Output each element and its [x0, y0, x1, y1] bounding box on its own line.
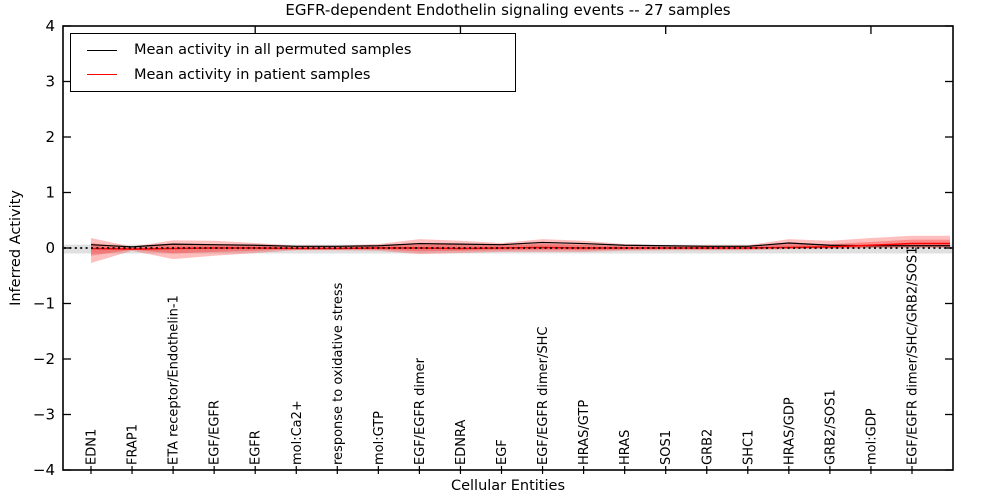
- y-tick-label: −1: [33, 295, 55, 313]
- x-tick-label: SHC1: [741, 430, 756, 465]
- x-tick-label: HRAS/GTP: [577, 400, 592, 465]
- legend-entry-patient: Mean activity in patient samples: [87, 66, 511, 83]
- x-tick-label: GRB2/SOS1: [823, 389, 838, 465]
- x-tick-label: EDN1: [85, 429, 100, 465]
- patient-line-sample-icon: [87, 74, 117, 76]
- y-tick-label: 2: [45, 128, 55, 146]
- x-tick-label: EGF/EGFR dimer/SHC/GRB2/SOS1: [906, 247, 921, 466]
- chart-title: EGFR-dependent Endothelin signaling even…: [285, 1, 731, 19]
- x-tick-label: response to oxidative stress: [331, 282, 346, 465]
- x-tick-label: mol:GDP: [864, 408, 879, 465]
- x-tick-label: HRAS/GDP: [782, 397, 797, 465]
- x-tick-label: FRAP1: [126, 424, 141, 465]
- y-tick-label: −2: [33, 350, 55, 368]
- x-tick-label: SOS1: [659, 430, 674, 465]
- legend: Mean activity in all permuted samples Me…: [70, 33, 516, 92]
- x-tick-label: GRB2: [700, 429, 715, 465]
- x-tick-label: EGF/EGFR dimer/SHC: [536, 327, 551, 465]
- legend-label-permuted: Mean activity in all permuted samples: [134, 42, 412, 58]
- y-tick-label: −4: [33, 461, 55, 479]
- y-tick-label: 3: [45, 73, 55, 91]
- x-tick-label: HRAS: [618, 430, 633, 465]
- permuted-line-sample-icon: [87, 49, 117, 51]
- x-tick-label: ETA receptor/Endothelin-1: [167, 295, 182, 465]
- y-tick-label: 0: [45, 239, 55, 257]
- y-tick-label: 1: [45, 184, 55, 202]
- y-tick-label: 4: [45, 17, 55, 35]
- x-tick-label: EGF: [495, 439, 510, 465]
- x-tick-label: EGF/EGFR: [208, 400, 223, 465]
- x-tick-label: EGFR: [249, 430, 264, 465]
- permuted-mean-line: [90, 241, 950, 248]
- x-tick-label: EGF/EGFR dimer: [413, 357, 428, 465]
- x-tick-label: mol:GTP: [372, 411, 387, 465]
- patient-band-outer: [91, 235, 950, 263]
- legend-entry-permuted: Mean activity in all permuted samples: [87, 43, 511, 58]
- y-tick-label: −3: [33, 406, 55, 424]
- x-tick-label: mol:Ca2+: [290, 400, 305, 465]
- legend-label-patient: Mean activity in patient samples: [134, 66, 371, 83]
- x-tick-label: EDNRA: [454, 420, 469, 465]
- x-axis-label: Cellular Entities: [450, 478, 566, 494]
